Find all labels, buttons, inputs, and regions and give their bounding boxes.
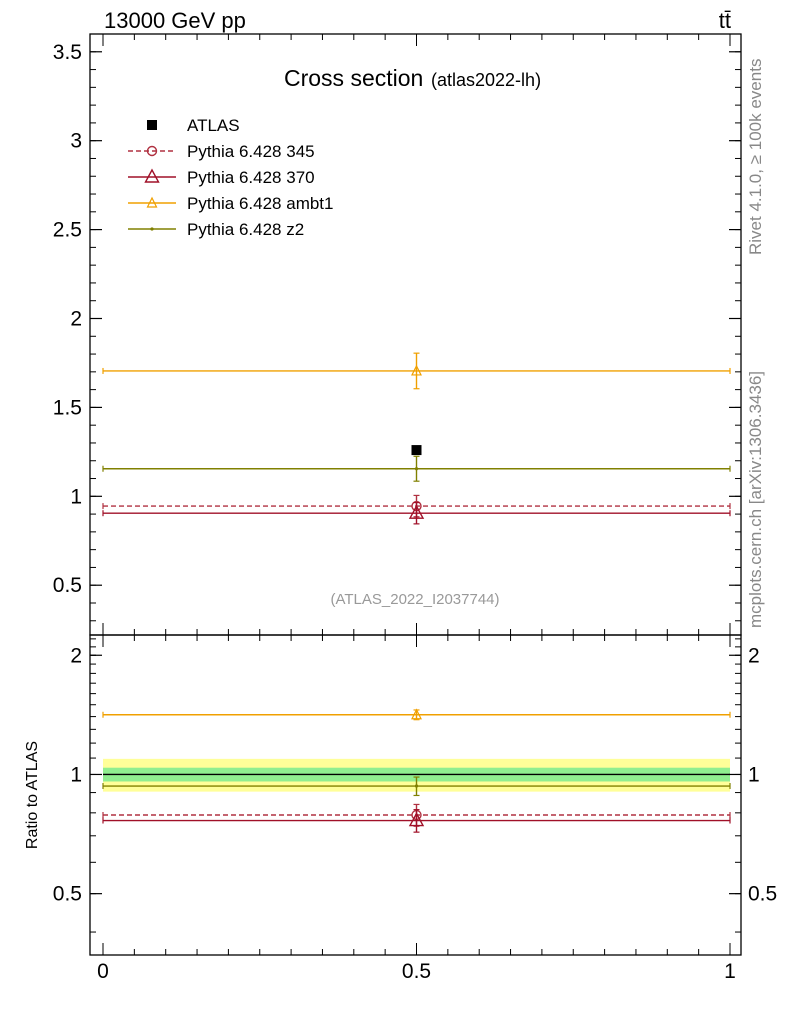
legend: ATLAS Pythia 6.428 345 Pythia 6.428 370 Pyt…: [128, 116, 333, 239]
data-point: [414, 467, 419, 471]
legend-marker: [147, 120, 157, 130]
legend-label: Pythia 6.428 z2: [187, 220, 304, 239]
y-tick-label: 3: [70, 130, 82, 153]
plot-frame: [89, 634, 742, 956]
header-right: tt̄: [719, 8, 731, 33]
data-point: [408, 812, 425, 827]
y-tick-label: 2.5: [53, 219, 82, 242]
main-panel: 0.5 1 1.5 2 2.5 3 3.5 Cross section (atlas2022-l…: [53, 33, 742, 636]
legend-marker: [146, 196, 158, 208]
legend-label: Pythia 6.428 370: [187, 168, 315, 187]
y-tick-label-right: 2: [748, 644, 760, 667]
y-tick-label: 2: [70, 307, 82, 330]
y-tick-label: 1: [70, 763, 82, 786]
data-point: [411, 445, 422, 456]
y-tick-label: 1: [70, 485, 82, 508]
series-pythia-6-428-370: [102, 501, 731, 525]
series-pythia-6-428-z2: [102, 455, 731, 482]
ratio-panel: 0.5 0.5 1 1 2 2 0 0.5 1 Ratio to ATLAS: [24, 634, 777, 983]
data-point: [408, 504, 425, 519]
legend-label: Pythia 6.428 ambt1: [187, 194, 333, 213]
series-pythia-6-428-ambt1: [102, 352, 731, 390]
series-atlas: [411, 445, 422, 456]
y-tick-label: 2: [70, 644, 82, 667]
mcplots-label: mcplots.cern.ch [arXiv:1306.3436]: [746, 371, 765, 628]
legend-marker: [150, 227, 154, 231]
legend-marker: [146, 145, 158, 157]
legend-label: Pythia 6.428 345: [187, 142, 315, 161]
series-ratio-pythia-6-428-ambt1: [102, 708, 731, 721]
y-tick-label: 0.5: [53, 574, 82, 597]
x-tick-label: 1: [724, 960, 736, 983]
x-tick-label: 0: [97, 960, 109, 983]
legend-marker: [144, 168, 160, 183]
series-ratio-pythia-6-428-z2: [102, 776, 731, 797]
legend-item-atlas: ATLAS: [147, 116, 240, 135]
y-tick-label: 3.5: [53, 41, 82, 64]
data-point: [414, 784, 419, 788]
legend-item-pythia-6-428-345: Pythia 6.428 345: [128, 142, 315, 161]
x-tick-label: 0.5: [402, 960, 431, 983]
header-left: 13000 GeV pp: [104, 8, 246, 33]
ratio-ylabel: Ratio to ATLAS: [24, 741, 41, 849]
chart-title: Cross section: [284, 65, 423, 91]
legend-item-pythia-6-428-z2: Pythia 6.428 z2: [128, 220, 304, 239]
legend-label: ATLAS: [187, 116, 240, 135]
data-point: [411, 708, 422, 720]
y-tick-label: 1.5: [53, 396, 82, 419]
data-point: [411, 364, 422, 376]
y-tick-label-right: 1: [748, 763, 760, 786]
watermark: (ATLAS_2022_I2037744): [330, 591, 499, 608]
chart-subtitle: (atlas2022-lh): [431, 70, 541, 90]
legend-item-pythia-6-428-370: Pythia 6.428 370: [128, 168, 315, 187]
legend-item-pythia-6-428-ambt1: Pythia 6.428 ambt1: [128, 194, 333, 213]
rivet-label: Rivet 4.1.0, ≥ 100k events: [746, 59, 765, 255]
y-tick-label: 0.5: [53, 883, 82, 906]
y-tick-label-right: 0.5: [748, 883, 777, 906]
series-ratio-pythia-6-428-370: [102, 809, 731, 833]
